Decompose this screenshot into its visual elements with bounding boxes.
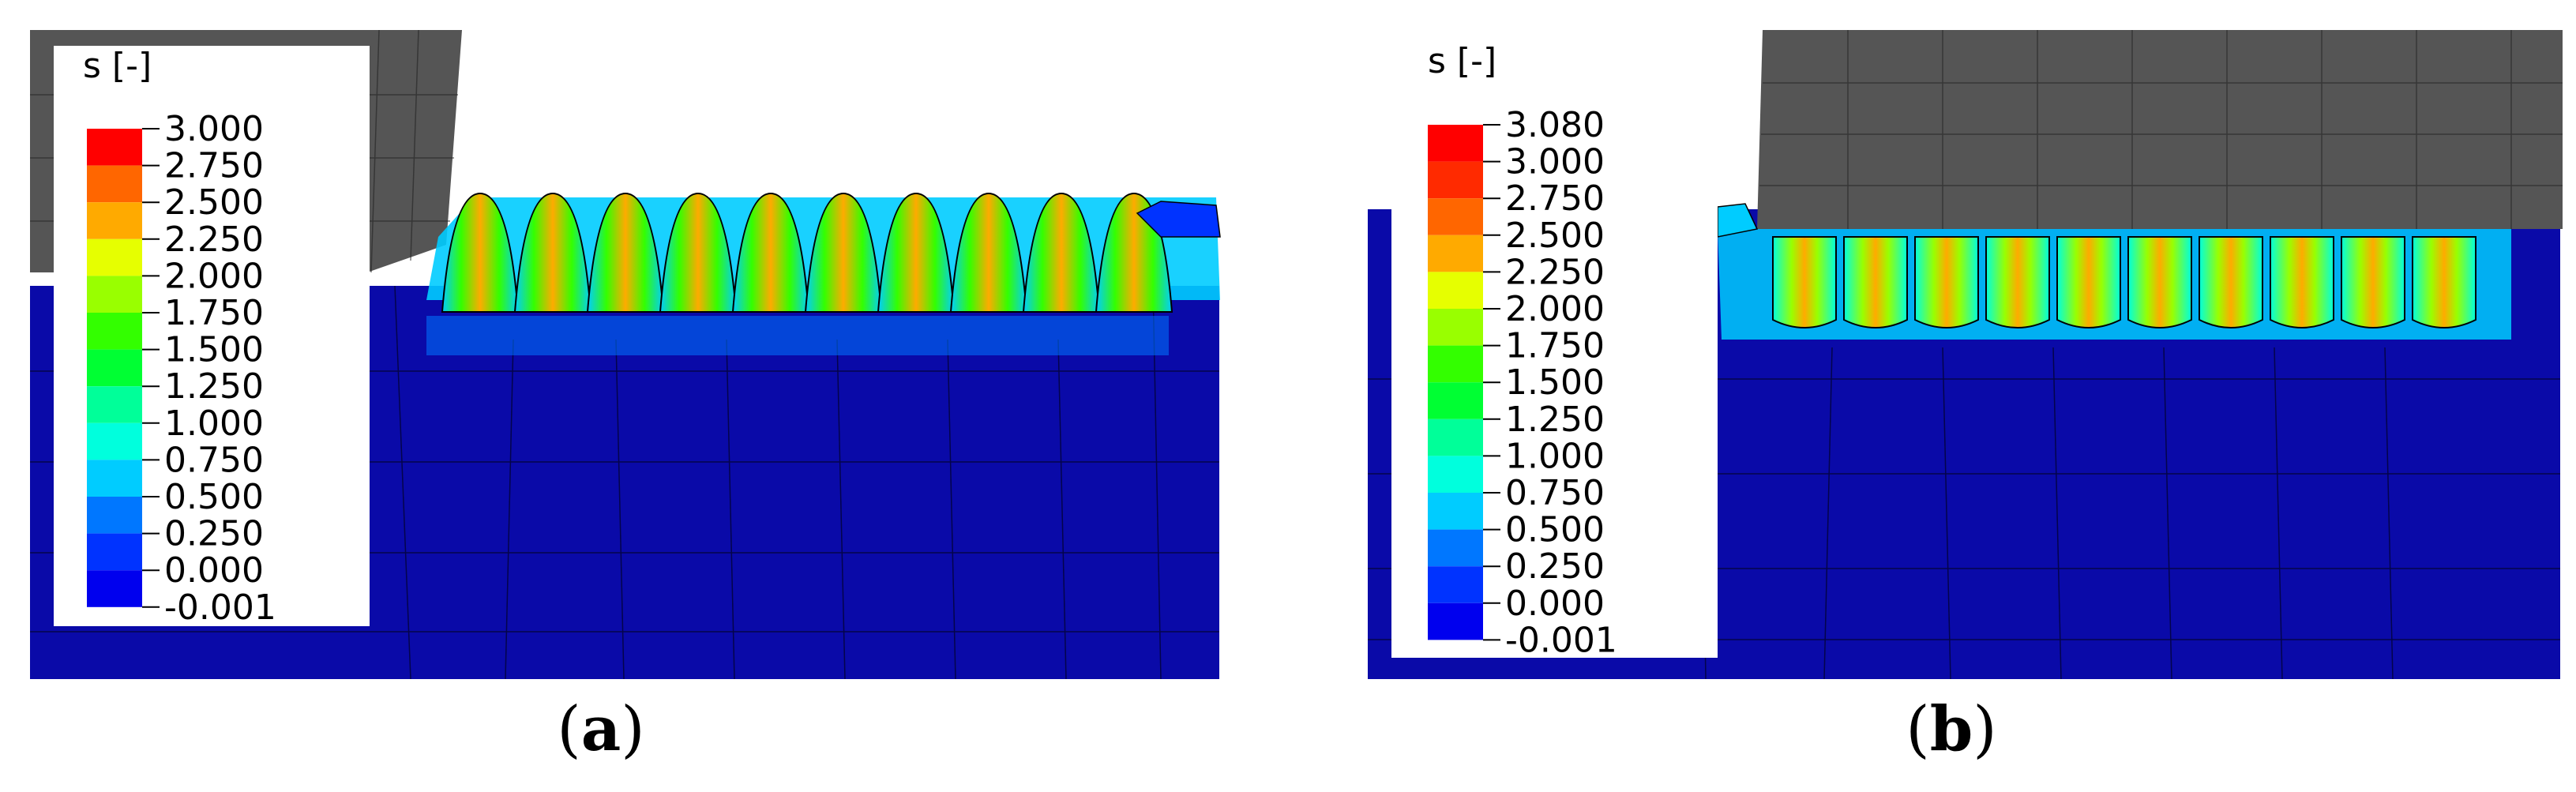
legend-swatch [1428,345,1483,383]
legend-tick-label: 2.750 [164,146,264,186]
legend-swatch [87,349,142,387]
caption-letter-b: b [1929,693,1973,765]
legend-tick-label: 3.000 [1505,142,1605,182]
chip-ridges [1717,203,2511,340]
legend-swatch [87,313,142,350]
legend-tick-label: 0.250 [1505,546,1605,587]
legend-swatch [1428,382,1483,419]
legend-swatch [87,238,142,276]
legend-tick-label: -0.001 [164,587,276,628]
chip-ridges [426,192,1221,355]
legend-tick-label: -0.001 [1505,620,1617,660]
legend-tick-label: 3.080 [1505,105,1605,145]
legend-swatch [1428,602,1483,640]
legend-swatch [87,129,142,166]
legend-scale-a: 3.0002.7502.5002.2502.0001.7501.5001.250… [87,109,276,628]
legend-tick-label: 3.000 [164,109,264,149]
legend-swatch [87,422,142,460]
legend-scale-b: 3.0803.0002.7502.5002.2502.0001.7501.500… [1428,105,1617,660]
legend-title-a: s [-] [83,46,152,86]
legend-tick-label: 2.500 [164,182,264,223]
legend-swatch [1428,272,1483,309]
tool-mesh [1759,30,2563,229]
legend-tick-label: 1.000 [164,404,264,444]
legend-swatch [87,497,142,534]
legend-tick-label: 0.750 [164,440,264,480]
legend-swatch [87,165,142,203]
legend-tick-label: 1.500 [164,330,264,370]
legend-tick-label: 0.000 [1505,584,1605,624]
legend-tick-label: 0.500 [164,477,264,517]
legend-swatch [1428,529,1483,567]
legend-tick-label: 2.000 [1505,289,1605,329]
legend-tick-label: 0.750 [1505,473,1605,513]
legend-tick-label: 2.500 [1505,216,1605,256]
legend-swatch [87,570,142,607]
legend-tick-label: 2.000 [164,256,264,296]
legend-swatch [87,386,142,423]
legend-swatch [1428,309,1483,346]
legend-swatch [87,276,142,313]
panel-a: s [-] 3.000 2.750 2.500 2.250 2.000 1.750 1.50… [0,0,1232,687]
legend-tick-label: 0.500 [1505,510,1605,550]
legend-tick-label: 1.750 [164,293,264,333]
legend-tick-label: 1.000 [1505,436,1605,476]
legend-swatch [1428,161,1483,199]
legend-swatch [1428,456,1483,493]
legend-tick-label: 1.500 [1505,362,1605,403]
legend-tick-label: 2.250 [164,220,264,260]
caption-a: (a) [557,693,645,765]
legend-tick-label: 0.000 [164,550,264,591]
legend-swatch [87,533,142,571]
legend-tick-label: 1.250 [164,366,264,407]
legend-swatch [87,460,142,497]
fem-figure-b: s [-] 3.0803.0002.7502.5002.2502.0001.75… [1368,30,2563,680]
fem-figure-a: s [-] 3.0002.7502.5002.2502.0001.7501.50… [30,29,1221,680]
legend-tick-label: 1.250 [1505,400,1605,440]
caption-b: (b) [1906,693,1997,765]
legend-tick-label: 1.750 [1505,326,1605,366]
legend-swatch [1428,493,1483,530]
panel-b: s [-] 3.080 3.000 2.750 2.500 2.250 2.000 1.75… [1342,0,2576,687]
legend-swatch [1428,235,1483,272]
legend-swatch [1428,566,1483,603]
caption-letter-a: a [580,693,621,765]
legend-swatch [1428,198,1483,235]
legend-swatch [1428,125,1483,162]
legend-tick-label: 2.250 [1505,252,1605,292]
legend-swatch [87,202,142,239]
legend-tick-label: 2.750 [1505,178,1605,219]
legend-swatch [1428,419,1483,456]
legend-title-b: s [-] [1428,41,1496,81]
legend-tick-label: 0.250 [164,514,264,554]
cutting-tool [1757,30,2563,229]
